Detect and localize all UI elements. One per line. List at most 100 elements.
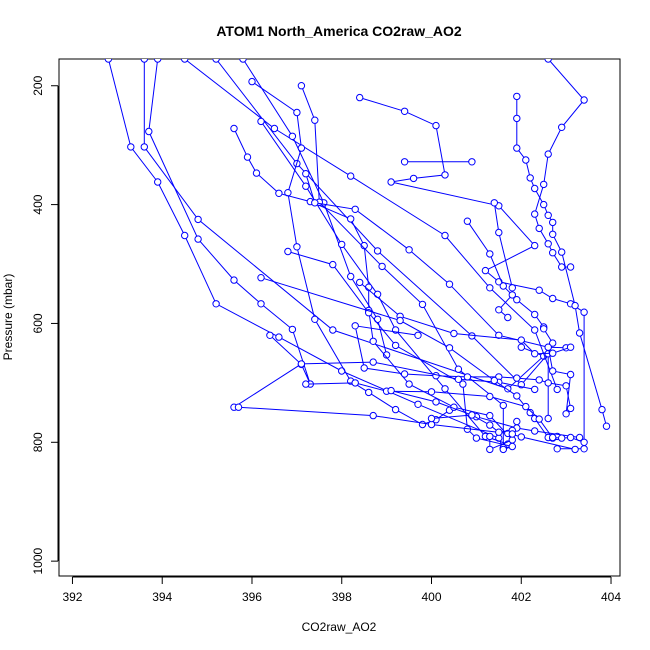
data-point: [495, 331, 503, 339]
data-point: [531, 385, 539, 394]
data-point: [351, 205, 359, 214]
y-axis-label: Pressure (mbar): [1, 274, 15, 361]
data-point: [472, 434, 481, 442]
data-point: [239, 59, 247, 63]
data-point: [311, 116, 319, 124]
data-point: [580, 445, 588, 453]
data-point: [553, 445, 561, 453]
profile-series: [387, 386, 584, 442]
data-point: [508, 442, 516, 451]
data-point: [490, 199, 498, 207]
data-point: [540, 180, 548, 189]
data-point: [311, 315, 319, 323]
data-point: [387, 386, 395, 395]
data-point: [549, 433, 557, 442]
profile-series: [427, 411, 516, 438]
profile-series: [490, 199, 516, 322]
data-point: [360, 364, 368, 372]
data-point: [338, 240, 346, 249]
data-point: [230, 124, 238, 133]
data-point: [418, 300, 427, 309]
data-point: [293, 108, 301, 117]
data-point: [531, 310, 539, 319]
data-point: [566, 263, 575, 271]
data-point: [553, 385, 561, 394]
plot-area: [104, 59, 611, 454]
data-point: [580, 438, 588, 446]
data-point: [558, 123, 566, 132]
x-tick-label: 394: [152, 590, 172, 604]
data-point: [531, 427, 539, 435]
series-line: [143, 59, 545, 390]
data-point: [302, 182, 310, 190]
data-point: [405, 246, 413, 254]
data-point: [486, 432, 494, 441]
data-point: [517, 343, 525, 351]
data-point: [558, 248, 566, 256]
series-line: [300, 85, 504, 448]
data-point: [549, 249, 557, 257]
data-point: [356, 278, 364, 287]
data-point: [508, 291, 516, 299]
data-point: [194, 235, 202, 243]
data-point: [463, 373, 472, 381]
data-point: [194, 215, 202, 224]
data-point: [544, 211, 552, 220]
data-point: [535, 376, 543, 384]
data-point: [580, 96, 588, 104]
data-point: [414, 331, 422, 339]
data-point: [373, 290, 382, 298]
profile-series: [257, 117, 521, 448]
data-point: [270, 124, 279, 133]
data-point: [549, 349, 557, 357]
data-point: [365, 388, 373, 397]
profile-series: [181, 59, 561, 394]
data-point: [432, 121, 440, 130]
data-point: [288, 132, 297, 141]
data-point: [566, 404, 575, 413]
profile-series: [463, 217, 575, 418]
data-point: [257, 300, 265, 308]
y-tick-label: 200: [31, 75, 45, 95]
data-point: [230, 276, 238, 284]
data-point: [212, 300, 220, 308]
data-point: [558, 263, 566, 271]
data-point: [441, 231, 449, 240]
data-point: [140, 143, 149, 151]
data-point: [248, 77, 256, 86]
data-point: [154, 59, 162, 63]
data-point: [445, 280, 454, 288]
data-point: [427, 420, 436, 429]
data-point: [311, 199, 319, 207]
data-point: [454, 365, 463, 373]
data-point: [445, 344, 454, 352]
data-point: [562, 382, 570, 390]
data-point: [531, 241, 539, 250]
data-point: [580, 308, 588, 316]
data-point: [104, 59, 113, 63]
data-point: [347, 172, 355, 180]
data-point: [154, 178, 162, 186]
profile-series: [531, 59, 588, 271]
series-line: [148, 59, 311, 385]
data-point: [544, 59, 552, 63]
y-tick-label: 800: [31, 432, 45, 452]
data-point: [513, 374, 521, 382]
x-tick-label: 404: [601, 590, 621, 604]
data-point: [257, 274, 265, 282]
data-point: [566, 433, 575, 442]
data-point: [369, 411, 377, 420]
data-point: [418, 420, 427, 429]
data-point: [288, 325, 297, 334]
data-point: [558, 434, 566, 442]
data-point: [387, 178, 395, 186]
series-line: [107, 59, 504, 449]
data-point: [243, 153, 252, 161]
data-point: [329, 326, 337, 334]
series-line: [260, 277, 558, 439]
series-line: [552, 436, 585, 443]
data-point: [297, 82, 306, 90]
data-point: [468, 158, 476, 166]
data-point: [598, 405, 606, 414]
